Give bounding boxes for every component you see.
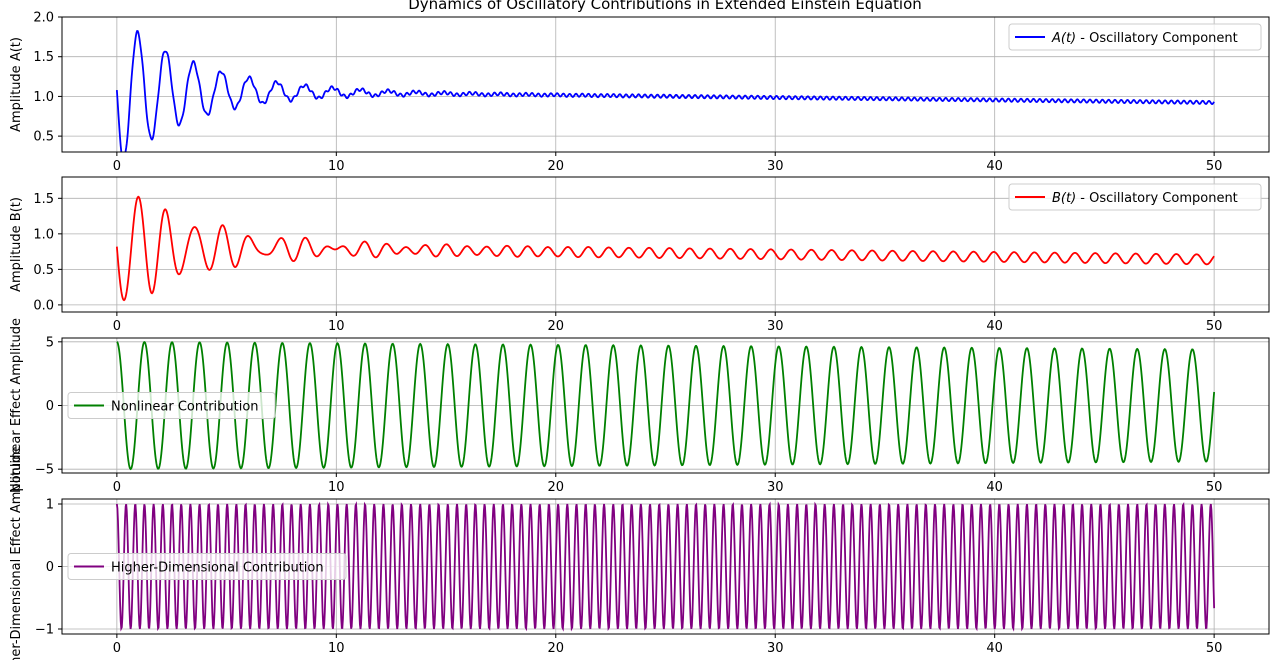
x-tick-label: 50	[1206, 480, 1223, 495]
y-tick-label: −1	[35, 623, 54, 638]
legend-label: B(t) - Oscillatory Component	[1052, 191, 1238, 206]
chart-panel-2: 0 10 20 30 40 50 0.0 0.5 1.0 1.5 Amplitude B(t) B(t…	[9, 176, 1270, 334]
y-tick-label: 5	[46, 335, 54, 350]
legend-label: A(t) - Oscillatory Component	[1051, 31, 1238, 46]
series-line-2	[115, 195, 1215, 302]
x-tick-label: 10	[328, 159, 345, 174]
x-tick-label: 50	[1206, 319, 1223, 334]
x-tick-label: 10	[328, 641, 345, 656]
x-tick-label: 40	[986, 480, 1003, 495]
legend-box	[67, 392, 276, 419]
x-tick-label: 0	[113, 480, 121, 495]
x-tick-label: 50	[1206, 641, 1223, 656]
x-tick-label: 20	[547, 480, 564, 495]
x-tick-label: 10	[328, 319, 345, 334]
legend: Nonlinear Contribution	[67, 392, 276, 419]
x-tick-label: 30	[767, 480, 784, 495]
x-tick-label: 20	[547, 159, 564, 174]
x-tick-label: 30	[767, 159, 784, 174]
series-line-4	[115, 501, 1216, 632]
legend-box	[1008, 183, 1262, 211]
chart-panel-4: 0 10 20 30 40 50 −1 0 1 Higher-Dimensional Effect…	[9, 446, 1270, 660]
x-tick-label: 20	[547, 641, 564, 656]
legend-label-symbol: A(t)	[1051, 31, 1076, 46]
x-tick-label: 0	[113, 641, 121, 656]
series-line-3	[116, 340, 1216, 471]
y-tick-label: 1	[46, 498, 54, 513]
y-tick-label: 1.0	[33, 90, 54, 105]
y-tick-label: 1.0	[33, 227, 54, 242]
x-tick-label: 40	[986, 159, 1003, 174]
x-tick-label: 30	[767, 319, 784, 334]
legend-label-text: - Oscillatory Component	[1076, 191, 1238, 206]
legend-label-text: - Oscillatory Component	[1076, 31, 1238, 46]
y-tick-label: 0.5	[33, 263, 54, 278]
x-tick-label: 10	[328, 480, 345, 495]
series-line-1	[115, 30, 1215, 152]
y-tick-label: 1.5	[33, 192, 54, 207]
y-axis-label: Nonlinear Effect Amplitude	[9, 318, 24, 493]
y-tick-label: 1.5	[33, 50, 54, 65]
x-tick-label: 40	[986, 641, 1003, 656]
legend-box	[1008, 23, 1262, 51]
chart-panel-1: 0 10 20 30 40 50 0.5 1.0 1.5 2.0 Amplitude A(t) A(t…	[9, 11, 1270, 174]
axes-frame	[61, 16, 1270, 153]
x-tick-label: 20	[547, 319, 564, 334]
legend-box	[67, 553, 347, 580]
legend: A(t) - Oscillatory Component	[1008, 23, 1262, 51]
legend: Higher-Dimensional Contribution	[67, 553, 347, 580]
y-tick-label: 2.0	[33, 11, 54, 26]
y-axis-label: Higher-Dimensional Effect Amplitude	[9, 446, 24, 660]
x-tick-label: 40	[986, 319, 1003, 334]
legend: B(t) - Oscillatory Component	[1008, 183, 1262, 211]
y-tick-label: 0	[46, 399, 54, 414]
legend-label: Higher-Dimensional Contribution	[111, 561, 324, 576]
chart-panel-3: 0 10 20 30 40 50 −5 0 5 Nonlinear Effect Amplitud…	[9, 318, 1270, 495]
y-tick-label: 0.5	[33, 130, 54, 145]
y-axis-label: Amplitude B(t)	[9, 197, 24, 292]
x-tick-label: 30	[767, 641, 784, 656]
x-tick-label: 0	[113, 159, 121, 174]
y-tick-label: −5	[35, 463, 54, 478]
y-tick-label: 0	[46, 560, 54, 575]
axes-frame	[61, 176, 1270, 313]
figure-title: Dynamics of Oscillatory Contributions in…	[408, 0, 922, 13]
legend-label: Nonlinear Contribution	[111, 400, 259, 415]
y-axis-label: Amplitude A(t)	[9, 37, 24, 132]
x-tick-label: 0	[113, 319, 121, 334]
x-tick-label: 50	[1206, 159, 1223, 174]
legend-label-symbol: B(t)	[1052, 191, 1076, 206]
y-tick-label: 0.0	[33, 298, 54, 313]
